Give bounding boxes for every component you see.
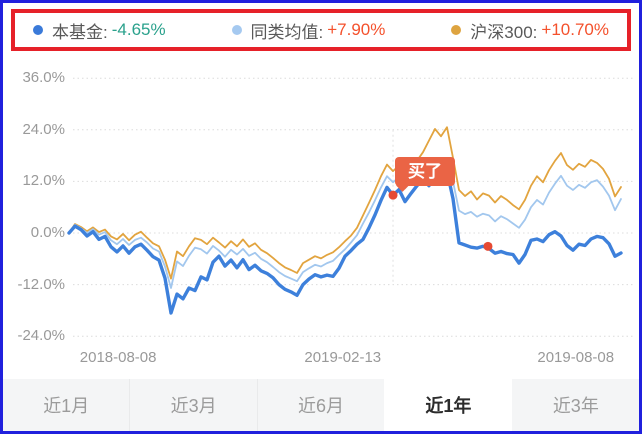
performance-chart[interactable]: 36.0% 24.0% 12.0% 0.0% -12.0% -24.0% 2018-08-…: [3, 51, 639, 382]
y-axis-tick: -12.0%: [17, 275, 65, 293]
fund-return-value: -4.65%: [111, 20, 166, 39]
y-axis-tick: -24.0%: [17, 327, 65, 345]
legend-item-fund: 本基金: -4.65%: [33, 18, 166, 43]
x-axis-label-mid: 2019-02-13: [304, 349, 382, 366]
series-line: [67, 169, 623, 315]
tab-1-month[interactable]: 近1月: [3, 379, 130, 431]
peer-average-dot-icon: [231, 25, 242, 35]
peer-average-return-value: +7.90%: [327, 20, 386, 39]
buy-tooltip-text: 买了: [408, 162, 443, 182]
peer-average-label: 同类均值:: [250, 22, 324, 42]
legend-item-csi300: 沪深300: +10.70%: [451, 18, 609, 43]
legend-annotation-box: 本基金: -4.65% 同类均值: +7.90% 沪深300: +10.70%: [11, 9, 631, 51]
y-axis-tick: 0.0%: [30, 224, 65, 241]
tab-1-year[interactable]: 近1年: [384, 379, 512, 431]
tab-3-years[interactable]: 近3年: [511, 379, 639, 431]
y-axis-tick: 12.0%: [22, 172, 65, 190]
tab-6-months[interactable]: 近6月: [256, 379, 385, 431]
period-tabbar: 近1月 近3月 近6月 近1年 近3年: [3, 379, 639, 431]
x-axis-label-start: 2018-08-08: [79, 349, 157, 366]
buy-tooltip: 买了: [395, 157, 456, 193]
buy-marker-dot: [388, 190, 398, 200]
series-line: [68, 126, 622, 280]
fund-dot-icon: [33, 25, 43, 35]
tab-3-months[interactable]: 近3月: [129, 379, 257, 431]
chart-canvas: [67, 77, 633, 337]
trade-marker-dot: [483, 241, 493, 251]
y-axis-tick: 36.0%: [22, 69, 65, 87]
series-line: [68, 157, 622, 289]
csi300-return-value: +10.70%: [541, 20, 609, 39]
csi300-label: 沪深300:: [470, 22, 538, 42]
fund-label: 本基金:: [52, 22, 108, 42]
y-axis-tick: 24.0%: [22, 120, 65, 138]
legend-item-peer-average: 同类均值: +7.90%: [231, 18, 386, 43]
csi300-dot-icon: [451, 25, 462, 35]
x-axis-label-end: 2019-08-08: [537, 349, 615, 366]
